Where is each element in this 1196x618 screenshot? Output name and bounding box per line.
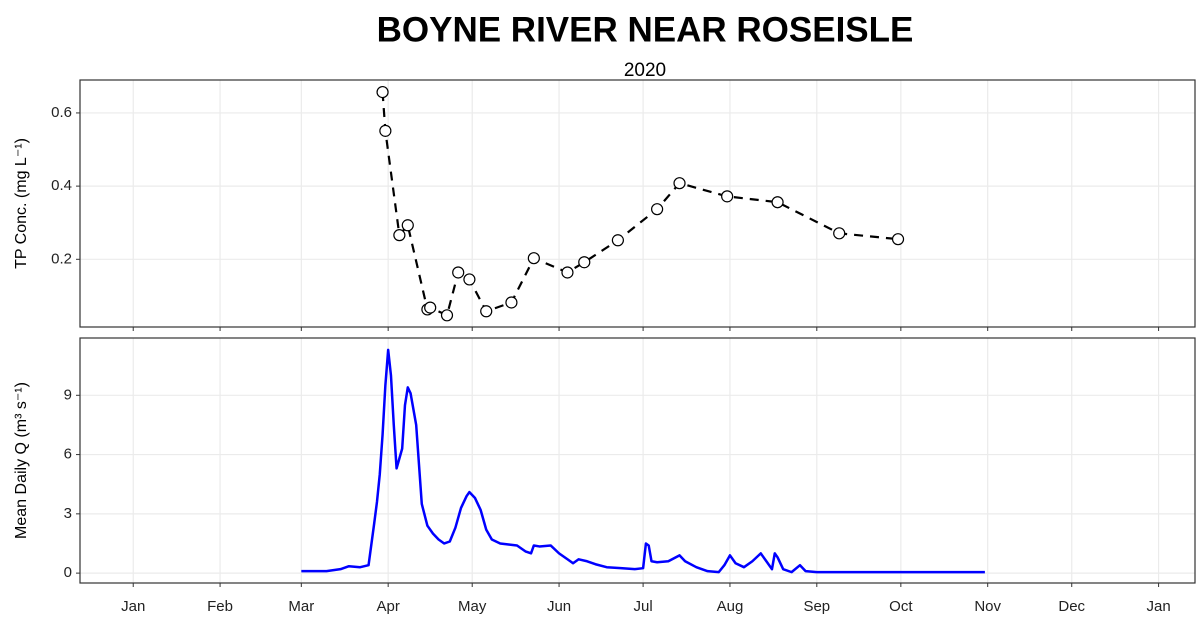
- y-tick-label: 0.6: [51, 104, 72, 121]
- data-point: [673, 177, 686, 190]
- x-tick-label: Oct: [889, 598, 913, 615]
- data-point: [721, 190, 734, 203]
- data-point: [651, 203, 664, 216]
- data-point: [379, 124, 392, 137]
- x-tick-label: Jan: [121, 598, 145, 615]
- data-point: [578, 256, 591, 269]
- y-tick-label: 3: [64, 505, 72, 522]
- x-tick-label: Jan: [1146, 598, 1170, 615]
- data-point: [401, 219, 414, 232]
- x-tick-label: Nov: [974, 598, 1001, 615]
- y-axis-title: Mean Daily Q (m³ s⁻¹): [13, 382, 30, 539]
- data-point: [833, 227, 846, 240]
- y-tick-label: 6: [64, 446, 72, 463]
- chart-title: BOYNE RIVER NEAR ROSEISLE: [377, 10, 914, 49]
- x-tick-label: Jun: [547, 598, 571, 615]
- x-tick-label: May: [458, 598, 487, 615]
- data-point: [527, 252, 540, 265]
- data-point: [611, 234, 624, 247]
- panel-border: [79, 79, 1196, 328]
- x-tick-label: Mar: [288, 598, 314, 615]
- panel-background: [80, 80, 1195, 327]
- y-tick-label: 0.2: [51, 250, 72, 267]
- x-tick-label: Apr: [376, 598, 399, 615]
- panel-border: [79, 337, 1196, 584]
- data-point: [376, 85, 389, 99]
- data-point: [505, 296, 518, 309]
- x-tick-label: Jul: [634, 598, 653, 615]
- data-line: [301, 348, 985, 574]
- chart-subtitle: 2020: [624, 60, 666, 81]
- panel-background: [80, 338, 1195, 583]
- x-tick-label: Aug: [717, 598, 744, 615]
- data-point: [452, 266, 465, 279]
- x-tick-label: Feb: [207, 598, 233, 615]
- y-tick-label: 0: [64, 564, 72, 581]
- data-point: [771, 196, 784, 209]
- x-tick-label: Dec: [1058, 598, 1085, 615]
- y-axis-title: TP Conc. (mg L⁻¹): [13, 138, 30, 269]
- data-point: [561, 266, 574, 279]
- y-tick-label: 0.4: [51, 177, 72, 194]
- x-tick-label: Sep: [803, 598, 830, 615]
- data-point: [891, 233, 905, 246]
- data-point: [393, 229, 406, 242]
- data-point: [480, 305, 493, 318]
- data-point: [424, 301, 437, 314]
- data-point: [463, 273, 476, 286]
- data-point: [440, 309, 454, 322]
- y-tick-label: 9: [64, 386, 72, 403]
